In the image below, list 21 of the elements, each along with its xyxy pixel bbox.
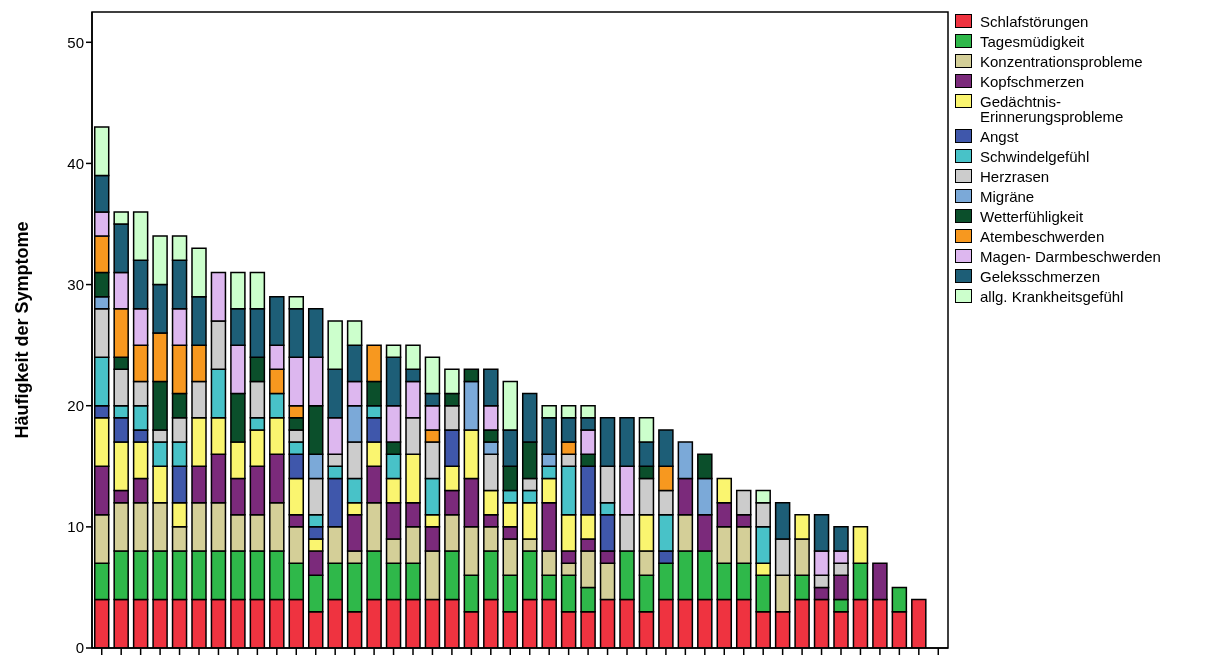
y-axis-title: Häufigkeit der Symptome	[12, 221, 33, 439]
legend-label: Schwindelgefühl	[980, 148, 1091, 165]
y-tick-label: 20	[67, 397, 84, 415]
legend-label: Migräne	[980, 188, 1036, 205]
legend-label: Wetterfühligkeit	[980, 208, 1085, 225]
y-tick-label: 50	[67, 33, 84, 51]
legend-label: allg. Krankheitsgefühl	[980, 288, 1125, 305]
legend-label: Kopfschmerzen	[980, 73, 1086, 90]
legend-label: Herzrasen	[980, 168, 1051, 185]
legend-label: Atembeschwerden	[980, 228, 1106, 245]
legend-label: Konzentrationsprobleme	[980, 53, 1144, 70]
legend-label: Gedächtnis- Erinnerungsprobleme	[980, 93, 1125, 125]
y-tick-label: 0	[75, 639, 84, 655]
y-tick-label: 10	[67, 518, 84, 536]
legend-label: Angst	[980, 128, 1020, 145]
y-tick-label: 30	[67, 275, 84, 293]
y-tick-label: 40	[67, 154, 84, 172]
legend-label: Geleksschmerzen	[980, 268, 1102, 285]
legend-label: Magen- Darmbeschwerden	[980, 248, 1162, 265]
legend-label: Schlafstörungen	[980, 13, 1090, 30]
legend-label: Tagesmüdigkeit	[980, 33, 1086, 50]
